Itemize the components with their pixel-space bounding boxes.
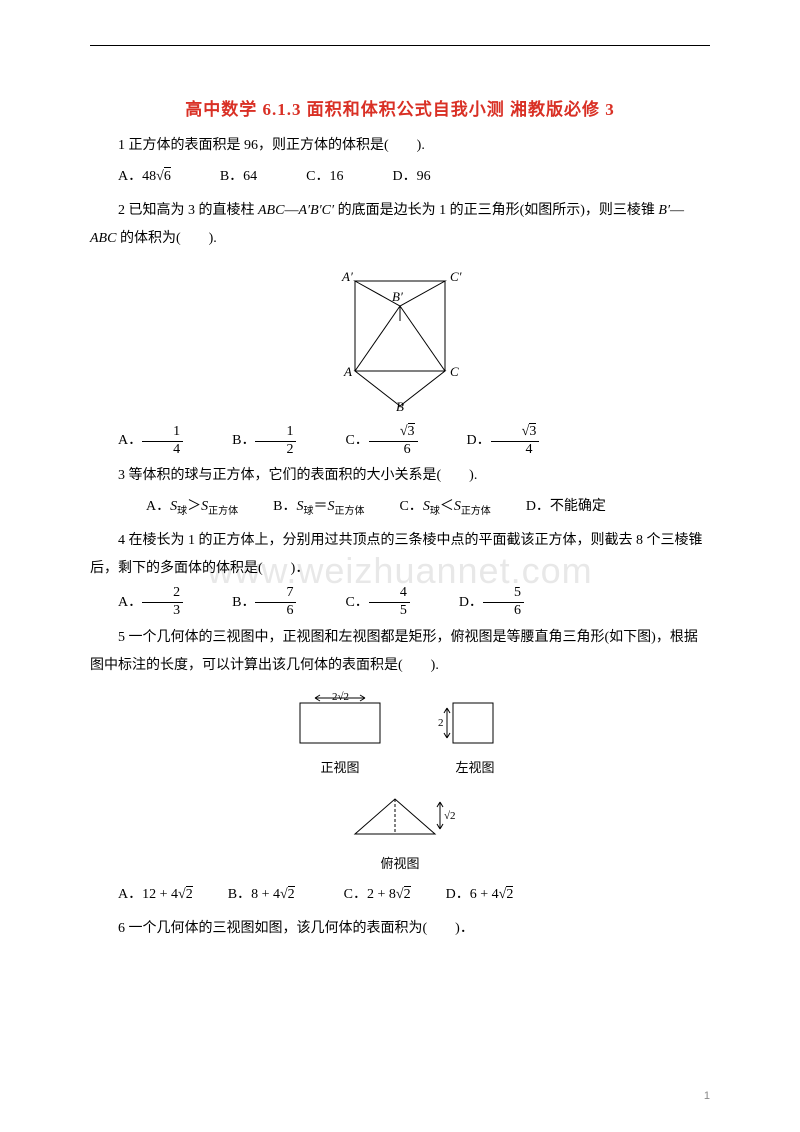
q5-text: 5 一个几何体的三视图中，正视图和左视图都是矩形，俯视图是等腰直角三角形(如下图… <box>90 624 710 680</box>
q3-opt-b: B．S球＝S正方体 <box>273 499 364 514</box>
q4-options: A．23 B．76 C．45 D．56 <box>90 585 710 620</box>
top-rule <box>90 45 710 46</box>
page-title: 高中数学 6.1.3 面积和体积公式自我小测 湘教版必修 3 <box>90 95 710 120</box>
q5-side-view: 2 左视图 <box>435 688 515 776</box>
q3-text: 3 等体积的球与正方体，它们的表面积的大小关系是( ). <box>90 462 710 490</box>
q5-options: A．12 + 4√2 B．8 + 4√2 C．2 + 8√2 D．6 + 4√2 <box>90 880 710 911</box>
q6-text: 6 一个几何体的三视图如图，该几何体的表面积为( )． <box>90 915 710 943</box>
q1-opt-c: C．16 <box>306 169 343 184</box>
q5-figure-row1: 2√2 正视图 2 左视图 <box>90 688 710 776</box>
page-number: 1 <box>704 1090 710 1102</box>
q3-opt-c: C．S球＜S正方体 <box>399 499 490 514</box>
q5-top-view: √2 俯视图 <box>90 784 710 872</box>
q5-front-view: 2√2 正视图 <box>285 688 395 776</box>
q2-opt-b: B．12 <box>232 433 296 448</box>
svg-text:A: A <box>343 364 352 379</box>
svg-text:B′: B′ <box>392 289 403 304</box>
q1-text: 1 正方体的表面积是 96，则正方体的体积是( ). <box>90 132 710 160</box>
q2-options: A．14 B．12 C．√36 D．√34 <box>90 424 710 459</box>
svg-text:2: 2 <box>438 717 444 729</box>
q4-opt-c: C．45 <box>345 595 409 610</box>
q5-opt-c: C．2 + 8√2 <box>344 886 411 902</box>
q5-opt-a: A．12 + 4√2 <box>118 886 193 902</box>
q1-opt-b: B．64 <box>220 169 257 184</box>
q2-opt-c: C．√36 <box>345 433 417 448</box>
q1-opt-a: A．48√6 <box>118 169 171 184</box>
q4-opt-a: A．23 <box>118 595 183 610</box>
q5-opt-d: D．6 + 4√2 <box>446 886 514 902</box>
q1-options: A．48√6 B．64 C．16 D．96 <box>90 162 710 193</box>
q2-figure: A′ B′ C′ A B C <box>90 261 710 416</box>
page-content: 高中数学 6.1.3 面积和体积公式自我小测 湘教版必修 3 1 正方体的表面积… <box>90 95 710 943</box>
q2-opt-a: A．14 <box>118 433 183 448</box>
svg-text:√2: √2 <box>444 810 456 822</box>
q1-opt-d: D．96 <box>393 169 431 184</box>
q3-options: A．S球＞S正方体 B．S球＝S正方体 C．S球＜S正方体 D．不能确定 <box>90 492 710 523</box>
svg-text:A′: A′ <box>341 269 353 284</box>
svg-text:2√2: 2√2 <box>332 691 349 703</box>
svg-text:C′: C′ <box>450 269 462 284</box>
q2-opt-d: D．√34 <box>467 433 540 448</box>
q2-text: 2 已知高为 3 的直棱柱 ABC—A′B′C′ 的底面是边长为 1 的正三角形… <box>90 197 710 253</box>
svg-text:C: C <box>450 364 459 379</box>
q5-opt-b: B．8 + 4√2 <box>228 886 295 902</box>
svg-text:B: B <box>396 399 404 411</box>
q3-opt-a: A．S球＞S正方体 <box>146 499 238 514</box>
q4-opt-d: D．56 <box>459 595 524 610</box>
q4-opt-b: B．76 <box>232 595 296 610</box>
q4-text: 4 在棱长为 1 的正方体上，分别用过共顶点的三条棱中点的平面截该正方体，则截去… <box>90 527 710 583</box>
q3-opt-d: D．不能确定 <box>526 499 606 514</box>
